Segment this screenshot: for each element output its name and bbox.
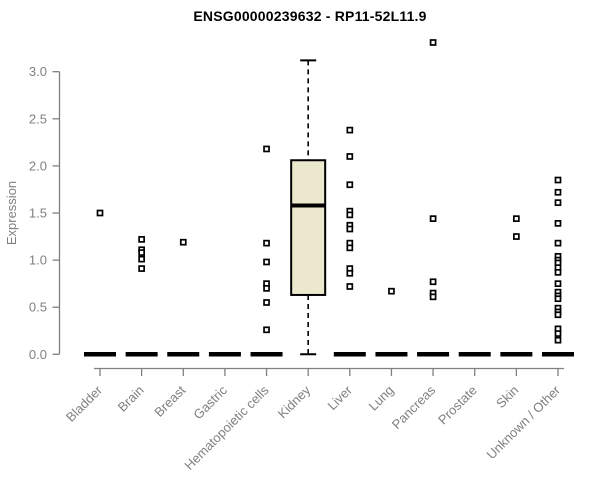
data-point-liver — [346, 181, 354, 189]
data-point-unknown-other — [554, 295, 562, 303]
data-point-hematopoietic-cells — [263, 326, 270, 334]
data-point-pancreas — [429, 215, 437, 223]
box-iqr-kidney — [290, 159, 327, 296]
y-tick-label: 0.5 — [29, 300, 47, 315]
y-tick-label: 1.5 — [29, 206, 47, 221]
data-point-breast — [179, 238, 187, 246]
data-point-liver — [346, 211, 354, 219]
data-point-brain — [138, 255, 145, 263]
data-point-unknown-other — [554, 268, 562, 276]
x-tick-label-bladder: Bladder — [63, 382, 106, 425]
data-point-pancreas — [429, 39, 437, 46]
data-point-brain — [138, 249, 145, 256]
data-point-liver — [346, 225, 354, 233]
x-tick-label-brain: Brain — [115, 383, 147, 415]
x-tick-label-lung: Lung — [366, 383, 397, 414]
x-tick-label-pancreas: Pancreas — [389, 382, 439, 432]
data-point-unknown-other — [554, 311, 562, 319]
data-point-pancreas — [429, 278, 437, 286]
data-point-liver — [346, 283, 354, 290]
data-point-unknown-other — [554, 336, 562, 344]
data-point-hematopoietic-cells — [263, 239, 270, 247]
data-point-lung — [388, 287, 395, 295]
y-tick-label: 3.0 — [29, 64, 47, 79]
data-point-brain — [138, 265, 145, 272]
data-point-liver — [346, 244, 354, 252]
x-tick-label-skin: Skin — [493, 383, 521, 411]
data-point-skin — [513, 233, 520, 240]
data-point-unknown-other — [554, 330, 562, 337]
data-point-skin — [513, 215, 520, 223]
data-point-unknown-other — [554, 239, 562, 247]
y-axis-title: Expression — [4, 181, 19, 245]
chart-title: ENSG00000239632 - RP11-52L11.9 — [193, 8, 427, 24]
x-tick-label-breast: Breast — [151, 382, 188, 419]
data-point-hematopoietic-cells — [263, 145, 270, 153]
data-point-brain — [138, 236, 145, 243]
y-tick-label: 1.0 — [29, 253, 47, 268]
data-point-liver — [346, 269, 354, 277]
data-point-unknown-other — [554, 188, 562, 196]
data-point-unknown-other — [554, 176, 562, 184]
x-tick-label-unknown-other: Unknown / Other — [484, 382, 564, 462]
x-tick-label-prostate: Prostate — [435, 383, 480, 428]
x-tick-label-gastric: Gastric — [190, 382, 230, 422]
data-point-hematopoietic-cells — [263, 299, 270, 306]
data-point-bladder — [96, 209, 104, 217]
data-point-pancreas — [429, 293, 437, 301]
x-tick-label-liver: Liver — [324, 382, 355, 413]
y-tick-label: 0.0 — [29, 347, 47, 362]
data-point-liver — [346, 126, 354, 134]
data-point-liver — [346, 153, 354, 160]
data-point-hematopoietic-cells — [263, 258, 270, 266]
data-point-unknown-other — [554, 220, 562, 227]
y-tick-label: 2.0 — [29, 158, 47, 173]
data-point-unknown-other — [554, 280, 562, 287]
data-point-hematopoietic-cells — [263, 285, 270, 292]
data-point-unknown-other — [554, 199, 562, 206]
x-tick-label-kidney: Kidney — [275, 382, 314, 421]
y-tick-label: 2.5 — [29, 111, 47, 126]
